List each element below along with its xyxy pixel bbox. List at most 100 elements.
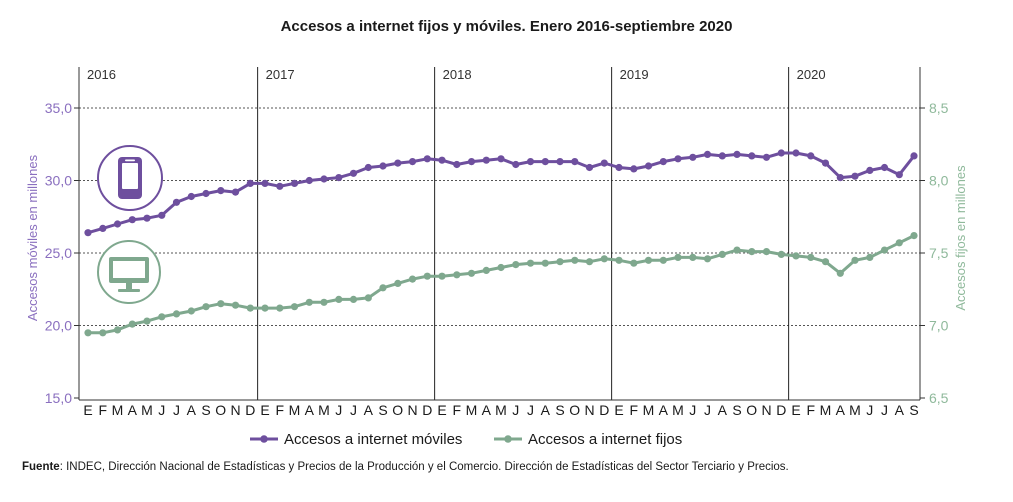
data-point [349, 295, 358, 303]
data-point [497, 155, 505, 163]
legend-marker-moviles [250, 435, 278, 443]
data-point [202, 189, 210, 198]
monitor-icon [97, 240, 161, 304]
chart-title: Accesos a internet fijos y móviles. Ener… [280, 18, 733, 35]
x-tick-label: N [230, 402, 240, 418]
x-tick-label: D [599, 402, 609, 418]
data-point [556, 158, 564, 166]
data-point [99, 224, 107, 232]
data-point [571, 158, 579, 166]
data-point [718, 152, 726, 160]
x-tick-label: O [215, 402, 226, 418]
data-point [349, 169, 358, 177]
y-tick-label-right: 7,0 [929, 318, 949, 334]
x-tick-label: A [187, 402, 197, 418]
data-point [762, 248, 771, 256]
data-point [394, 159, 402, 167]
data-point [172, 310, 181, 318]
x-tick-label: S [732, 402, 741, 418]
data-point [113, 326, 122, 334]
data-point [674, 155, 682, 163]
data-point [748, 152, 756, 160]
x-tick-label: J [704, 402, 711, 418]
year-label: 2017 [266, 67, 295, 82]
x-tick-label: F [629, 402, 638, 418]
data-point [453, 160, 461, 169]
data-point [143, 317, 151, 325]
data-point [748, 248, 756, 256]
x-tick-label: A [128, 402, 138, 418]
data-point [113, 220, 122, 228]
data-point [851, 172, 859, 180]
x-tick-label: F [452, 402, 461, 418]
smartphone-icon [97, 145, 163, 211]
data-point [231, 188, 240, 196]
data-point [438, 272, 446, 280]
x-tick-label: J [335, 402, 342, 418]
x-tick-label: F [98, 402, 107, 418]
data-point [482, 266, 490, 274]
year-label: 2018 [443, 67, 472, 82]
year-label: 2019 [620, 67, 649, 82]
x-tick-label: A [895, 402, 905, 418]
year-dividers [257, 67, 790, 400]
data-point [556, 258, 564, 266]
data-point [807, 152, 815, 160]
data-point [99, 329, 107, 337]
data-point [231, 301, 240, 309]
x-tick-label: J [158, 402, 165, 418]
data-point [851, 256, 859, 264]
x-tick-label: A [364, 402, 374, 418]
source-label: Fuente [22, 461, 60, 473]
x-tick-label: E [791, 402, 800, 418]
y-tick-label-left: 35,0 [45, 100, 72, 116]
data-point [821, 258, 830, 266]
data-point [674, 253, 682, 261]
y-tick-label-right: 7,5 [929, 245, 949, 261]
data-point [600, 255, 608, 263]
x-tick-label: A [718, 402, 728, 418]
data-point [261, 179, 269, 187]
x-tick-label: E [83, 402, 92, 418]
data-point [630, 165, 638, 173]
data-point [836, 174, 844, 182]
x-tick-label: S [909, 402, 918, 418]
data-point [777, 250, 785, 258]
x-tick-label: M [849, 402, 861, 418]
data-point [394, 279, 402, 287]
x-tick-label: S [378, 402, 387, 418]
x-tick-label: A [541, 402, 551, 418]
data-point [585, 163, 594, 172]
x-tick-label: J [512, 402, 519, 418]
x-tick-label: J [527, 402, 534, 418]
x-tick-label: M [289, 402, 301, 418]
data-point [585, 258, 594, 266]
y-tick-label-right: 8,0 [929, 173, 949, 189]
data-point [600, 159, 608, 167]
data-point [703, 150, 712, 158]
data-point [895, 239, 903, 247]
x-tick-label: S [201, 402, 210, 418]
data-point [792, 149, 800, 157]
data-point [807, 253, 815, 261]
data-point [423, 272, 431, 280]
x-tick-label: A [659, 402, 669, 418]
x-tick-label: F [275, 402, 284, 418]
legend-label-moviles: Accesos a internet móviles [284, 430, 463, 448]
data-point [246, 304, 254, 312]
data-point [320, 298, 328, 306]
data-point [128, 320, 136, 328]
legend-marker-fijos [494, 435, 522, 443]
data-point [512, 160, 520, 169]
data-point [866, 166, 874, 174]
data-point [408, 275, 417, 283]
data-point [84, 229, 92, 237]
x-tick-label: M [318, 402, 330, 418]
y-tick-label-right: 6,5 [929, 390, 949, 406]
x-tick-label: J [350, 402, 357, 418]
data-point [571, 256, 579, 264]
x-tick-label: S [555, 402, 564, 418]
x-tick-label: J [173, 402, 180, 418]
data-point [246, 179, 254, 187]
